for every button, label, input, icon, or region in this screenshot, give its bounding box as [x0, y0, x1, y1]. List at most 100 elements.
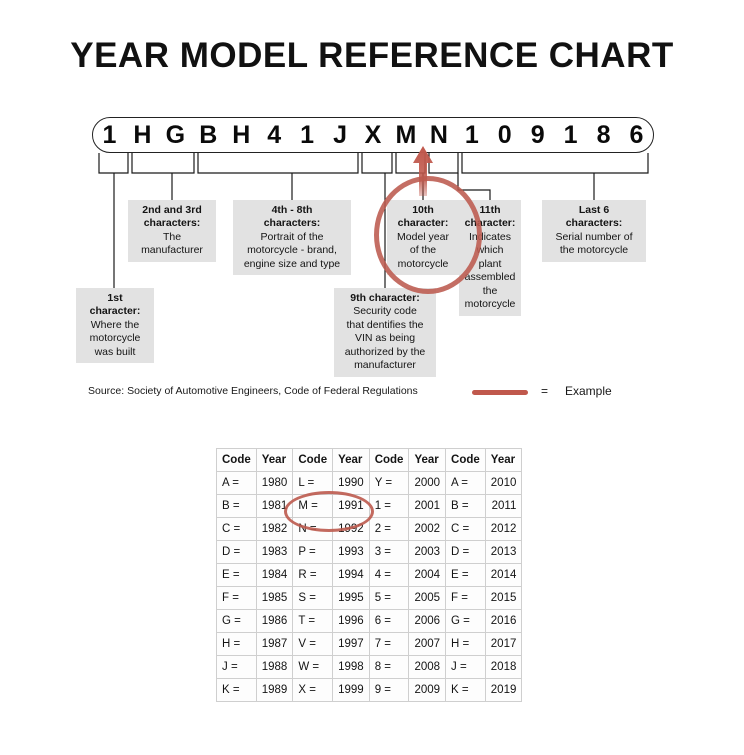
- vin-char: M: [395, 120, 417, 149]
- callout-body: Security code that dentifies the VIN as be…: [344, 305, 426, 372]
- callout-title: Last 6 characters:: [565, 204, 623, 230]
- callout-2nd-3rd-characters: 2nd and 3rd characters: The manufacturer: [128, 200, 216, 262]
- code-cell: W =: [292, 655, 334, 679]
- year-cell: 1983: [255, 540, 294, 564]
- code-cell: T =: [292, 609, 334, 633]
- table-row: J = 1988 W = 1998 8 = 2008 J = 2018: [216, 655, 523, 679]
- code-cell: 4 =: [368, 563, 410, 587]
- vin-char: 1: [102, 120, 117, 149]
- code-cell: E =: [216, 563, 257, 587]
- vin-char: N: [429, 120, 448, 149]
- year-cell: 1990: [332, 471, 370, 495]
- table-row: H = 1987 V = 1997 7 = 2007 H = 2017: [216, 632, 523, 656]
- source-attribution: Source: Society of Automotive Engineers,…: [88, 385, 418, 397]
- year-cell: 2013: [484, 540, 523, 564]
- callout-body: Where the motorcycle was built: [89, 318, 141, 358]
- code-cell: P =: [292, 540, 334, 564]
- year-cell: 1989: [255, 678, 294, 702]
- year-cell: 1986: [255, 609, 294, 633]
- leader-11th: [457, 173, 491, 200]
- callout-title: 1st character:: [89, 292, 141, 318]
- code-cell: X =: [292, 678, 334, 702]
- year-cell: 2002: [408, 517, 447, 541]
- vin-char: 0: [497, 120, 512, 149]
- year-cell: 1981: [255, 494, 294, 518]
- code-cell: 3 =: [368, 540, 410, 564]
- code-cell: K =: [445, 678, 486, 702]
- callout-9th-character: 9th character: Security code that dentifi…: [334, 288, 436, 377]
- callout-body: Model year of the motorcycle: [397, 230, 449, 270]
- vin-char: 6: [629, 120, 644, 149]
- code-cell: V =: [292, 632, 334, 656]
- legend-example-label: Example: [565, 384, 612, 398]
- table-row: K = 1989 X = 1999 9 = 2009 K = 2019: [216, 678, 523, 702]
- year-cell: 2011: [484, 494, 523, 518]
- code-cell: A =: [445, 471, 486, 495]
- year-cell: 2012: [484, 517, 523, 541]
- year-code-table: Code Year Code Year Code Year Code Year …: [216, 448, 523, 702]
- bracket-last6: [461, 153, 649, 174]
- table-header-row: Code Year Code Year Code Year Code Year: [216, 448, 523, 472]
- year-cell: 1985: [255, 586, 294, 610]
- year-cell: 2003: [408, 540, 447, 564]
- vin-char: X: [364, 120, 382, 149]
- column-header-year: Year: [332, 448, 370, 472]
- code-cell: 2 =: [368, 517, 410, 541]
- year-cell: 2001: [408, 494, 447, 518]
- table-row: E = 1984 R = 1994 4 = 2004 E = 2014: [216, 563, 523, 587]
- code-cell: A =: [216, 471, 257, 495]
- callout-title: 10th character:: [397, 204, 449, 230]
- code-cell: C =: [445, 517, 486, 541]
- year-cell: 2016: [484, 609, 523, 633]
- code-cell: S =: [292, 586, 334, 610]
- code-cell: L =: [292, 471, 334, 495]
- table-row: B = 1981 M = 1991 1 = 2001 B = 2011: [216, 494, 523, 518]
- column-header-code: Code: [445, 448, 486, 472]
- bracket-10th: [395, 153, 426, 174]
- code-cell: J =: [445, 655, 486, 679]
- code-cell: H =: [445, 632, 486, 656]
- table-row: F = 1985 S = 1995 5 = 2005 F = 2015: [216, 586, 523, 610]
- code-cell: 8 =: [368, 655, 410, 679]
- column-header-code: Code: [368, 448, 410, 472]
- legend-equals-sign: =: [541, 384, 549, 398]
- table-row: C = 1982 N = 1992 2 = 2002 C = 2012: [216, 517, 523, 541]
- legend-red-dash-icon: [472, 390, 528, 395]
- year-cell: 1988: [255, 655, 294, 679]
- page-title: YEAR MODEL REFERENCE CHART: [70, 36, 674, 75]
- callout-title: 2nd and 3rd characters:: [142, 204, 202, 230]
- bracket-1st: [98, 153, 129, 174]
- year-cell: 2004: [408, 563, 447, 587]
- year-cell: 1987: [255, 632, 294, 656]
- vin-char: 8: [596, 120, 611, 149]
- year-cell: 2018: [484, 655, 523, 679]
- code-cell: B =: [445, 494, 486, 518]
- vin-char: H: [133, 120, 152, 149]
- year-cell: 1998: [332, 655, 370, 679]
- callout-title: 4th - 8th characters:: [263, 204, 321, 230]
- column-header-code: Code: [292, 448, 334, 472]
- vin-char: H: [232, 120, 251, 149]
- code-cell: 6 =: [368, 609, 410, 633]
- vin-char: G: [165, 120, 186, 149]
- callout-body: The manufacturer: [141, 230, 203, 257]
- callout-10th-character: 10th character: Model year of the motorcycl…: [387, 200, 459, 276]
- year-cell: 1992: [332, 517, 370, 541]
- callout-4th-8th-characters: 4th - 8th characters: Portrait of the moto…: [233, 200, 351, 276]
- year-cell: 1994: [332, 563, 370, 587]
- code-cell: 7 =: [368, 632, 410, 656]
- year-cell: 1993: [332, 540, 370, 564]
- table-row: D = 1983 P = 1993 3 = 2003 D = 2013: [216, 540, 523, 564]
- bracket-9th: [361, 153, 393, 174]
- code-cell: 9 =: [368, 678, 410, 702]
- code-cell: F =: [445, 586, 486, 610]
- vin-char: 9: [530, 120, 545, 149]
- year-cell: 1991: [332, 494, 370, 518]
- vin-char: 1: [300, 120, 315, 149]
- callout-body: Serial number of the motorcycle: [555, 230, 633, 257]
- code-cell: J =: [216, 655, 257, 679]
- year-cell: 2014: [484, 563, 523, 587]
- bracket-4th8th: [197, 153, 359, 174]
- code-cell: M =: [292, 494, 334, 518]
- year-cell: 2007: [408, 632, 447, 656]
